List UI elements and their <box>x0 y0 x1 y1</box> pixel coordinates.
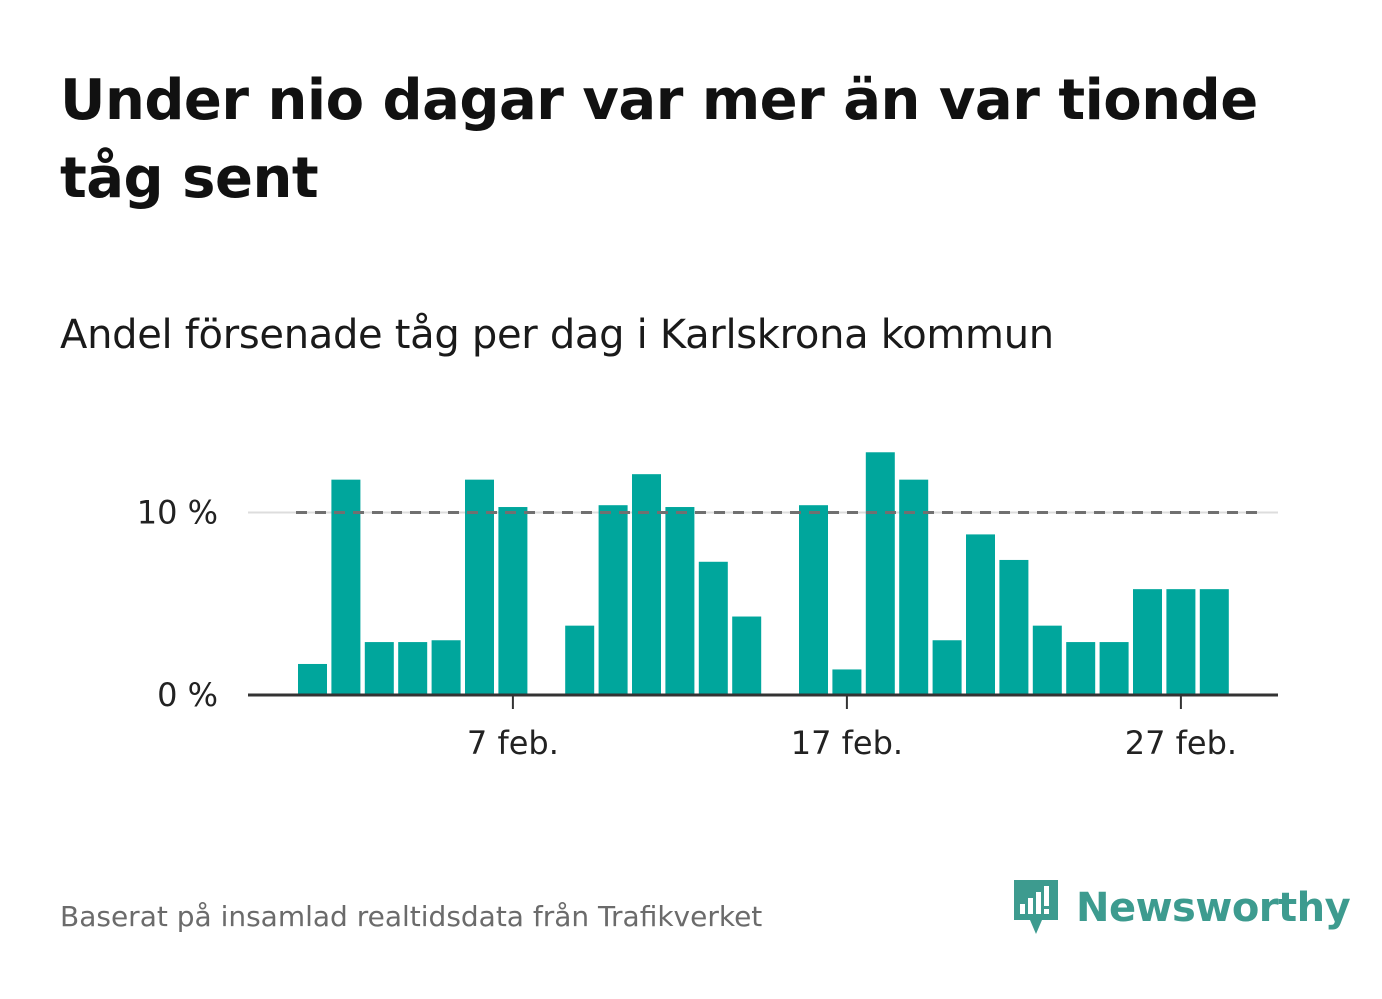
bar <box>498 507 528 695</box>
chart-subtitle: Andel försenade tåg per dag i Karlskrona… <box>60 312 1054 358</box>
bar <box>364 642 394 695</box>
brand: Newsworthy <box>1010 876 1351 940</box>
bar <box>565 625 595 695</box>
x-tick-label: 27 feb. <box>1125 724 1237 762</box>
bar <box>1133 589 1162 695</box>
x-tick-label: 7 feb. <box>467 724 559 762</box>
bar <box>598 505 628 695</box>
bar <box>465 479 494 695</box>
bar <box>832 669 862 695</box>
bar <box>431 640 461 695</box>
bar <box>632 474 661 695</box>
bar <box>966 534 995 695</box>
bar <box>1199 589 1229 695</box>
bar <box>1166 589 1196 695</box>
bar <box>1099 642 1129 695</box>
bar <box>331 479 361 695</box>
x-tick-label: 17 feb. <box>791 724 903 762</box>
bar <box>1032 625 1062 695</box>
bar <box>298 663 327 695</box>
bar <box>999 559 1029 695</box>
bar <box>932 640 962 695</box>
bar <box>899 479 929 695</box>
bar <box>398 642 428 695</box>
bar <box>665 507 695 695</box>
bar <box>698 561 728 695</box>
bar <box>732 616 762 695</box>
bar <box>1066 642 1096 695</box>
bar <box>799 505 828 695</box>
brand-name: Newsworthy <box>1076 885 1351 931</box>
y-tick-label: 0 % <box>157 676 218 714</box>
newsworthy-logo-icon <box>1014 880 1058 934</box>
chart-title: Under nio dagar var mer än var tionde tå… <box>60 68 1258 211</box>
source-note: Baserat på insamlad realtidsdata från Tr… <box>60 900 763 933</box>
y-tick-label: 10 % <box>137 494 218 532</box>
bar <box>865 452 895 695</box>
